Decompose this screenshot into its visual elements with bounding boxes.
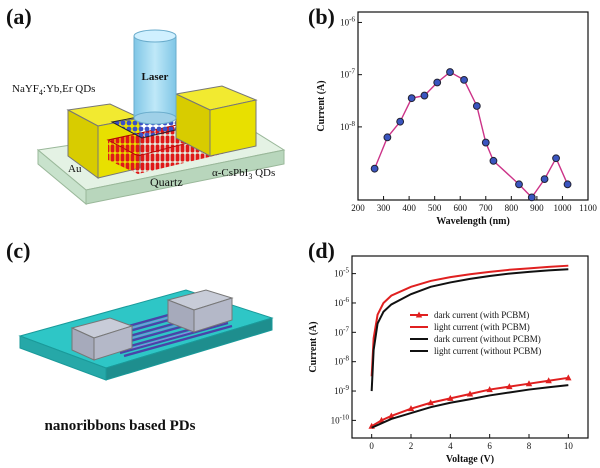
y-tick-label-d: 10-6 xyxy=(334,296,349,308)
x-tick-label-b: 700 xyxy=(479,203,493,213)
y-tick-label-b: 10-8 xyxy=(340,120,355,132)
red-qd-front xyxy=(108,140,138,174)
pad-left-side xyxy=(93,325,133,361)
data-point-d-0 xyxy=(407,405,415,412)
data-point-b xyxy=(396,117,405,126)
data-point-b xyxy=(407,94,416,103)
plot-frame-d xyxy=(351,255,589,439)
y-tick-label-d: 10-7 xyxy=(334,325,349,337)
au-label: Au xyxy=(68,163,82,175)
x-tick-label-b: 500 xyxy=(428,203,442,213)
y-tick-label-d: 10-9 xyxy=(334,384,349,396)
quartz-side xyxy=(85,149,285,205)
x-axis-label-d: Voltage (V) xyxy=(446,454,494,465)
laser-label: Laser xyxy=(142,71,169,83)
data-point-d-0 xyxy=(506,383,513,390)
data-point-b xyxy=(370,164,379,173)
series-line-d-2 xyxy=(371,384,569,429)
x-axis-label-b: Wavelength (nm) xyxy=(436,216,510,227)
data-point-d-0 xyxy=(427,399,434,406)
cspbi-label: α-CsPbI3 QDs xyxy=(212,167,275,181)
series-line-d-1 xyxy=(370,264,569,377)
data-point-b xyxy=(515,180,523,189)
x-tick-label-b: 1000 xyxy=(553,203,572,213)
data-point-d-0 xyxy=(447,394,454,401)
series-line-b xyxy=(373,71,569,199)
data-point-b xyxy=(563,180,572,189)
legend-label-d: light current (without PCBM) xyxy=(434,346,541,356)
x-tick-label-b: 900 xyxy=(530,203,544,213)
data-point-b xyxy=(540,175,549,184)
panel-b-chart: 200 300 400 500 600 700 800 900 1000 1100 10-8 10-7… xyxy=(316,11,597,227)
legend-marker-d xyxy=(415,311,423,318)
y-axis-label-d: Current (A) xyxy=(308,321,319,372)
y-tick-label-b: 10-6 xyxy=(340,15,355,27)
panel-c-schematic: nanoribbons based PDs xyxy=(18,289,274,434)
data-point-b xyxy=(433,78,442,87)
x-tick-label-b: 200 xyxy=(351,203,365,213)
x-tick-label-d: 0 xyxy=(369,441,374,451)
y-tick-label-d: 10-8 xyxy=(334,355,349,367)
quartz-label: Quartz xyxy=(150,175,183,189)
data-point-b xyxy=(446,68,454,76)
x-tick-label-d: 2 xyxy=(409,441,414,451)
x-tick-label-d: 8 xyxy=(527,441,532,451)
data-point-b xyxy=(420,91,429,100)
data-point-b xyxy=(472,102,481,110)
panel-c-caption: nanoribbons based PDs xyxy=(45,418,196,434)
panel-d-chart: 0 2 4 6 8 10 10-10 10-9 10-8 10-7 10-6 10-5 Voltage … xyxy=(308,255,589,465)
panel-b-label: (b) xyxy=(308,4,335,29)
legend-label-d: dark current (without PCBM) xyxy=(434,334,541,344)
y-tick-label-b: 10-7 xyxy=(340,68,355,80)
laser-beam xyxy=(133,35,177,119)
y-tick-label-d: 10-5 xyxy=(334,267,349,279)
x-tick-label-b: 800 xyxy=(505,203,519,213)
data-point-b xyxy=(527,193,536,202)
data-point-d-0 xyxy=(565,374,572,381)
data-point-d-0 xyxy=(545,377,552,384)
data-point-d-0 xyxy=(388,412,395,419)
legend-label-d: light current (with PCBM) xyxy=(434,322,530,332)
data-point-b xyxy=(460,75,468,84)
x-tick-label-d: 4 xyxy=(448,441,453,451)
panel-a-label: (a) xyxy=(6,4,32,29)
data-point-b xyxy=(552,154,560,163)
nayf-label: NaYF4:Yb,Er QDs xyxy=(12,83,95,97)
panel-c-label: (c) xyxy=(6,238,31,263)
x-tick-label-d: 6 xyxy=(487,441,492,451)
substrate-side xyxy=(105,317,273,381)
x-tick-label-d: 10 xyxy=(564,441,574,451)
x-tick-label-b: 300 xyxy=(377,203,391,213)
data-point-d-0 xyxy=(486,386,493,393)
au-right-side xyxy=(209,99,257,157)
x-tick-label-b: 400 xyxy=(402,203,416,213)
legend-label-d: dark current (with PCBM) xyxy=(434,310,529,320)
x-tick-label-b: 600 xyxy=(453,203,467,213)
data-point-d-0 xyxy=(525,380,533,387)
data-point-b xyxy=(383,133,392,142)
data-point-d-0 xyxy=(378,416,385,423)
x-tick-label-b: 1100 xyxy=(579,203,597,213)
series-line-d-3 xyxy=(370,268,569,392)
data-point-b xyxy=(481,138,490,147)
data-point-d-0 xyxy=(466,390,474,397)
series-line-d-0 xyxy=(371,376,569,428)
pad-right-side xyxy=(193,297,233,333)
data-point-b xyxy=(489,156,498,165)
y-tick-label-d: 10-10 xyxy=(331,413,350,425)
panel-d-label: (d) xyxy=(308,238,335,263)
y-axis-label-b: Current (A) xyxy=(316,80,327,131)
plot-frame-b xyxy=(357,11,589,201)
panel-a-schematic: Laser NaYF4:Yb,Er QDs Au Quartz α-CsPbI3… xyxy=(12,29,286,206)
